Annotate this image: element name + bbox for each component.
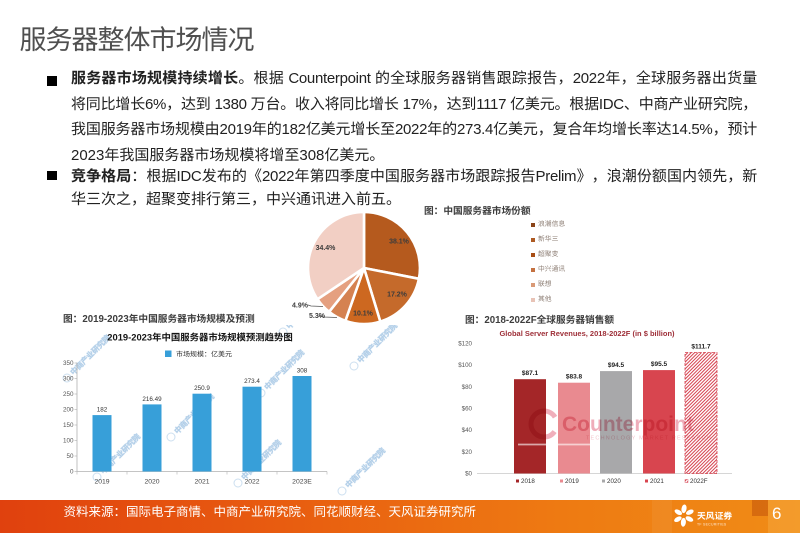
svg-text:$95.5: $95.5 xyxy=(651,361,668,368)
svg-text:2021: 2021 xyxy=(194,479,209,486)
svg-text:$100: $100 xyxy=(458,362,472,369)
svg-text:2019-2023年中国服务器市场规模预测趋势图: 2019-2023年中国服务器市场规模预测趋势图 xyxy=(107,332,292,343)
svg-text:市场规模：亿美元: 市场规模：亿美元 xyxy=(176,351,232,359)
svg-text:308: 308 xyxy=(297,368,308,375)
svg-text:$83.8: $83.8 xyxy=(566,374,583,381)
svg-text:150: 150 xyxy=(63,422,74,429)
svg-text:$94.5: $94.5 xyxy=(608,362,625,369)
svg-text:250: 250 xyxy=(63,391,74,398)
svg-text:Counterpoint: Counterpoint xyxy=(562,413,694,436)
svg-text:2019: 2019 xyxy=(565,478,579,485)
svg-text:10.1%: 10.1% xyxy=(353,311,374,318)
svg-text:300: 300 xyxy=(63,376,74,383)
svg-text:2020: 2020 xyxy=(607,478,621,485)
svg-text:273.4: 273.4 xyxy=(244,378,260,385)
svg-text:2020: 2020 xyxy=(144,479,159,486)
svg-text:2022F: 2022F xyxy=(690,478,708,485)
svg-text:Global Server Revenues, 2018-2: Global Server Revenues, 2018-2022F (in $… xyxy=(499,329,675,338)
svg-text:350: 350 xyxy=(63,360,74,367)
svg-text:5.3%: 5.3% xyxy=(309,313,326,320)
svg-text:250.9: 250.9 xyxy=(194,385,210,392)
svg-text:182: 182 xyxy=(97,407,108,414)
svg-text:$20: $20 xyxy=(462,449,473,456)
svg-text:34.4%: 34.4% xyxy=(316,245,337,252)
svg-text:50: 50 xyxy=(66,453,74,460)
svg-text:38.1%: 38.1% xyxy=(389,239,410,246)
svg-text:$0: $0 xyxy=(465,471,472,478)
svg-text:TECHNOLOGY MARKET RESEARCH: TECHNOLOGY MARKET RESEARCH xyxy=(586,436,712,442)
svg-text:$87.1: $87.1 xyxy=(522,370,539,377)
svg-text:0: 0 xyxy=(70,469,74,476)
svg-text:$80: $80 xyxy=(462,384,473,391)
svg-text:17.2%: 17.2% xyxy=(387,292,408,299)
svg-text:$60: $60 xyxy=(462,406,473,413)
svg-text:$111.7: $111.7 xyxy=(691,344,711,351)
svg-text:$120: $120 xyxy=(458,341,472,348)
svg-text:TF SECURITIES: TF SECURITIES xyxy=(697,523,727,527)
svg-text:$40: $40 xyxy=(462,427,473,434)
svg-text:2021: 2021 xyxy=(650,478,664,485)
svg-text:200: 200 xyxy=(63,407,74,414)
svg-text:2023E: 2023E xyxy=(292,479,312,486)
svg-text:2019: 2019 xyxy=(94,479,109,486)
svg-text:4.9%: 4.9% xyxy=(292,303,309,310)
svg-text:2018: 2018 xyxy=(521,478,535,485)
svg-text:216.49: 216.49 xyxy=(142,396,162,403)
svg-text:天风证券: 天风证券 xyxy=(697,511,732,521)
svg-text:100: 100 xyxy=(63,438,74,445)
svg-text:2022: 2022 xyxy=(244,479,259,486)
